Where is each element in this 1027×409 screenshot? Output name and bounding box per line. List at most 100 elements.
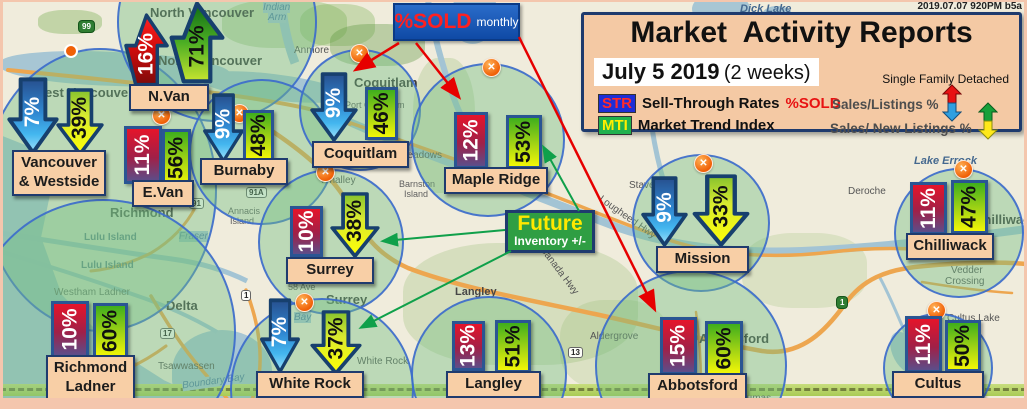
str-indicator-richmond: 10%	[51, 301, 89, 358]
report-subtitle: Single Family Detached	[882, 72, 1009, 86]
down-blue-arrow-icon	[942, 102, 962, 122]
down-yellow-arrow-icon	[978, 120, 998, 140]
mti-value-whiterock: 37%	[324, 317, 347, 360]
mti-value-langley: 51%	[501, 325, 524, 368]
highway-shield-1: 1	[241, 290, 252, 301]
region-label-line: Coquitlam	[323, 145, 398, 162]
mti-indicator-nvan: 71%	[168, 0, 226, 85]
mti-indicator-vancouver: 39%	[55, 87, 105, 157]
mti-indicator-abbotsford: 60%	[705, 321, 743, 376]
highway-shield-13: 13	[568, 347, 583, 358]
x-marker-icon: ✕	[954, 160, 973, 179]
x-marker-icon: ✕	[482, 58, 501, 77]
report-header-panel: Market Activity Reports July 5 2019 (2 w…	[581, 12, 1022, 140]
mti-value-burnaby: 48%	[246, 114, 270, 157]
future-callout-label: Future	[517, 212, 583, 235]
mti-name: Market Trend Index	[637, 117, 775, 134]
map-label: Barnston	[399, 179, 436, 189]
region-label-vancouver: Vancouver & Westside	[12, 150, 106, 196]
mti-indicator-chilliwack: 47%	[951, 180, 988, 234]
region-label-line: Ladner	[65, 377, 116, 395]
report-title: Market Activity Reports	[630, 16, 973, 49]
x-marker-icon: ✕	[694, 154, 713, 173]
mti-indicator-langley: 51%	[495, 320, 531, 373]
region-label-line: E.Van	[142, 184, 184, 201]
map-label: Island	[404, 189, 429, 199]
region-label-nvan: N.Van	[129, 84, 209, 111]
str-indicator-surrey: 10%	[290, 206, 323, 257]
region-label-richmond: Richmond Ladner	[46, 355, 135, 401]
region-label-surrey: Surrey	[286, 257, 374, 284]
mti-value-evan: 56%	[164, 136, 188, 180]
mti-indicator-whiterock: 37%	[309, 309, 363, 376]
region-label-line: Langley	[465, 375, 522, 392]
region-label-line: Maple Ridge	[451, 171, 541, 188]
region-label-line: White Rock	[269, 375, 351, 392]
str-arrow-pair	[942, 84, 962, 122]
frame-right	[1024, 0, 1027, 409]
report-date-note: (2 weeks)	[723, 62, 811, 84]
map-label: Cultus Lake	[947, 313, 1000, 324]
x-marker-icon: ✕	[927, 301, 946, 320]
report-date-value: July 5 2019	[602, 59, 720, 84]
region-label-mission: Mission	[656, 246, 749, 273]
region-label-evan: E.Van	[132, 180, 194, 207]
mti-indicator-cultus: 50%	[945, 320, 981, 372]
region-label-line: Mission	[674, 250, 731, 267]
region-label-chilliwack: Chilliwack	[906, 233, 994, 260]
mti-badge: MTI	[598, 116, 632, 135]
mti-value-cultus: 50%	[951, 324, 974, 368]
frame-top	[0, 0, 1027, 2]
str-value-abbotsford: 15%	[666, 324, 690, 368]
mti-value-richmond: 60%	[98, 309, 122, 353]
mti-arrow-pair	[978, 102, 998, 140]
str-indicator-vancouver: 7%	[6, 76, 60, 156]
str-indicator-burnaby: 9%	[202, 92, 245, 164]
str-indicator-whiterock: 7%	[259, 297, 301, 375]
region-label-line: Vancouver	[21, 154, 97, 171]
sold-callout-label: %SOLD	[394, 10, 472, 33]
str-indicator-coquitlam: 9%	[309, 71, 359, 143]
timestamp: 2019.07.07 920PM b5a	[917, 1, 1022, 12]
mti-value-surrey: 38%	[343, 199, 366, 243]
future-callout-sublabel: Inventory +/-	[514, 234, 586, 248]
str-desc: Sales/Listings %	[832, 97, 939, 112]
mti-value-vancouver: 39%	[68, 96, 91, 140]
region-label-line: & Westside	[18, 172, 100, 190]
region-label-whiterock: White Rock	[256, 371, 364, 398]
region-label-cultus: Cultus	[892, 371, 984, 398]
region-label-line: N.Van	[148, 88, 190, 105]
legend-row-mti: MTI Market Trend Index	[598, 116, 775, 135]
mti-indicator-mapleridge: 53%	[506, 115, 542, 169]
region-label-line: Chilliwack	[913, 237, 987, 254]
mti-value-nvan: 71%	[185, 25, 208, 68]
mti-value-abbotsford: 60%	[712, 327, 735, 370]
str-name: Sell-Through Rates	[642, 95, 780, 112]
report-date: July 5 2019 (2 weeks)	[594, 58, 819, 86]
sold-callout-sublabel: monthly	[476, 15, 519, 29]
highway-shield-1: 1	[836, 296, 849, 309]
str-value-langley: 13%	[456, 324, 480, 368]
region-label-line: Cultus	[914, 375, 962, 392]
str-indicator-mapleridge: 12%	[454, 112, 488, 169]
region-label-coquitlam: Coquitlam	[312, 141, 409, 168]
mti-value-mission: 33%	[709, 185, 732, 228]
region-label-langley: Langley	[446, 371, 541, 398]
mti-indicator-richmond: 60%	[93, 303, 128, 359]
frame-left	[0, 0, 3, 409]
x-marker-icon: ✕	[350, 44, 369, 63]
str-indicator-chilliwack: 11%	[910, 182, 947, 235]
mti-value-chilliwack: 47%	[957, 185, 981, 229]
mti-value-mapleridge: 53%	[512, 120, 535, 164]
str-indicator-langley: 13%	[452, 321, 485, 371]
future-inventory-callout: Future Inventory +/-	[505, 210, 595, 253]
mti-desc: Sales/ New Listings %	[830, 121, 972, 136]
mti-indicator-mission: 33%	[691, 173, 751, 248]
region-label-line: Abbotsford	[657, 377, 738, 394]
mti-indicator-surrey: 38%	[329, 191, 381, 259]
region-label-burnaby: Burnaby	[200, 158, 288, 185]
region-label-line: Richmond	[53, 359, 128, 376]
frame-bottom	[0, 398, 1027, 409]
sold-monthly-callout: %SOLD monthly	[393, 3, 520, 41]
